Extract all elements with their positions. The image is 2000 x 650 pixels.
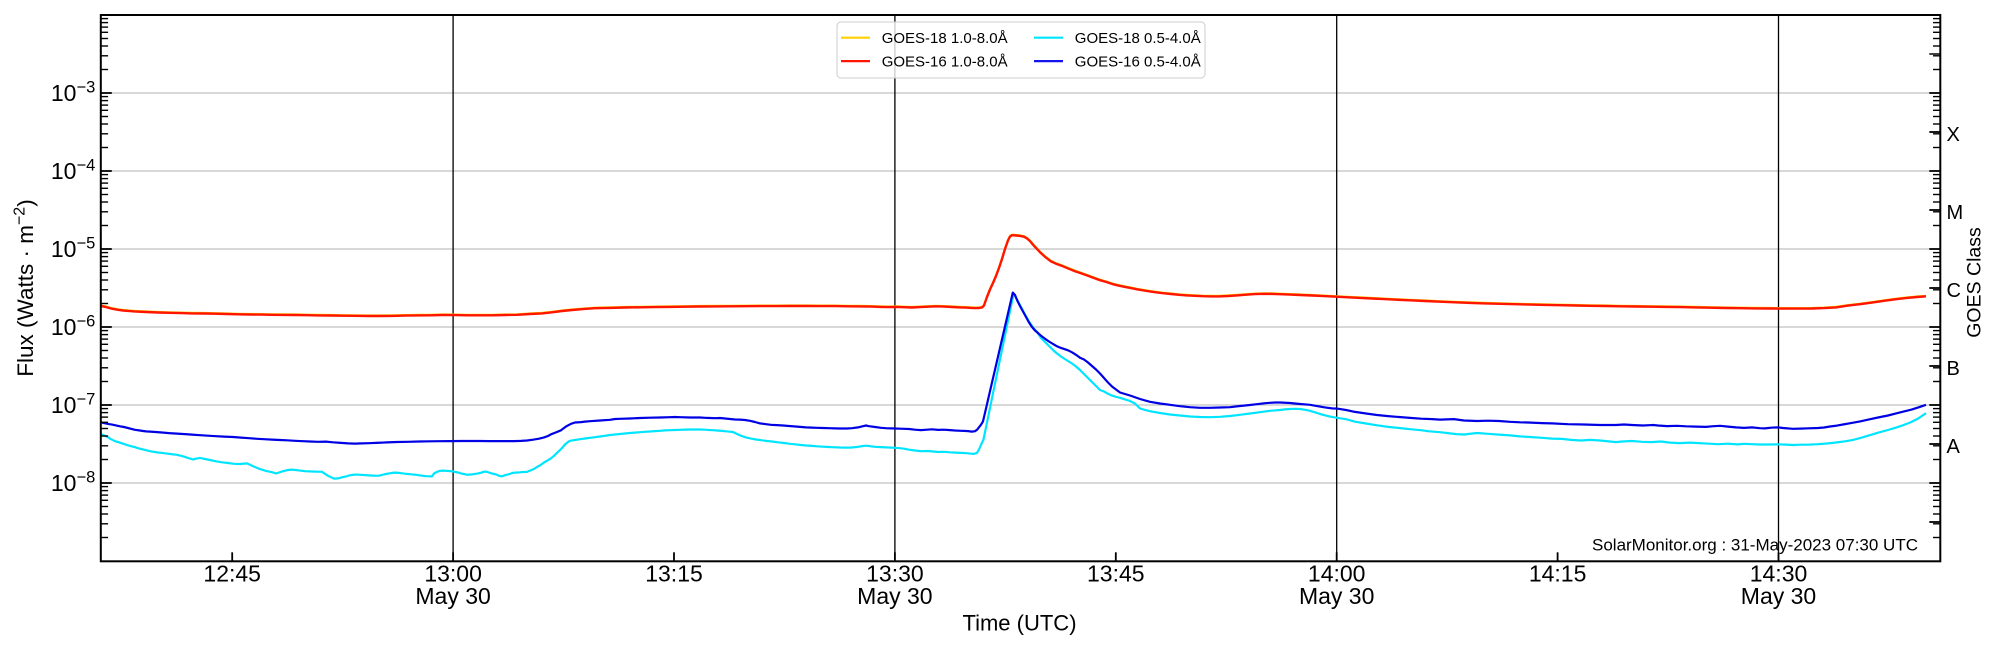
svg-text:10−7: 10−7	[51, 391, 95, 419]
svg-text:A: A	[1947, 436, 1961, 458]
svg-text:14:30: 14:30	[1750, 561, 1808, 587]
svg-text:GOES-18 1.0-8.0Å: GOES-18 1.0-8.0Å	[882, 30, 1008, 47]
svg-text:13:15: 13:15	[645, 561, 703, 587]
svg-text:12:45: 12:45	[203, 561, 261, 587]
svg-text:13:30: 13:30	[866, 561, 924, 587]
svg-text:13:00: 13:00	[424, 561, 482, 587]
svg-text:14:15: 14:15	[1529, 561, 1587, 587]
svg-text:GOES-16 1.0-8.0Å: GOES-16 1.0-8.0Å	[882, 53, 1008, 70]
svg-text:GOES Class: GOES Class	[1964, 227, 1986, 338]
svg-text:May 30: May 30	[857, 583, 932, 609]
svg-text:May 30: May 30	[415, 583, 490, 609]
svg-text:Time (UTC): Time (UTC)	[962, 611, 1076, 636]
svg-text:M: M	[1947, 202, 1964, 224]
svg-text:Flux (Watts · m−2): Flux (Watts · m−2)	[12, 199, 38, 376]
svg-text:C: C	[1947, 280, 1961, 302]
svg-text:13:45: 13:45	[1087, 561, 1145, 587]
svg-text:B: B	[1947, 358, 1960, 380]
svg-text:X: X	[1947, 124, 1960, 146]
svg-text:SolarMonitor.org : 31-May-2023: SolarMonitor.org : 31-May-2023 07:30 UTC	[1592, 536, 1918, 555]
svg-text:May 30: May 30	[1299, 583, 1374, 609]
svg-text:GOES-16 0.5-4.0Å: GOES-16 0.5-4.0Å	[1075, 53, 1201, 70]
svg-text:GOES-18 0.5-4.0Å: GOES-18 0.5-4.0Å	[1075, 30, 1201, 47]
svg-text:14:00: 14:00	[1308, 561, 1366, 587]
svg-text:May 30: May 30	[1741, 583, 1816, 609]
